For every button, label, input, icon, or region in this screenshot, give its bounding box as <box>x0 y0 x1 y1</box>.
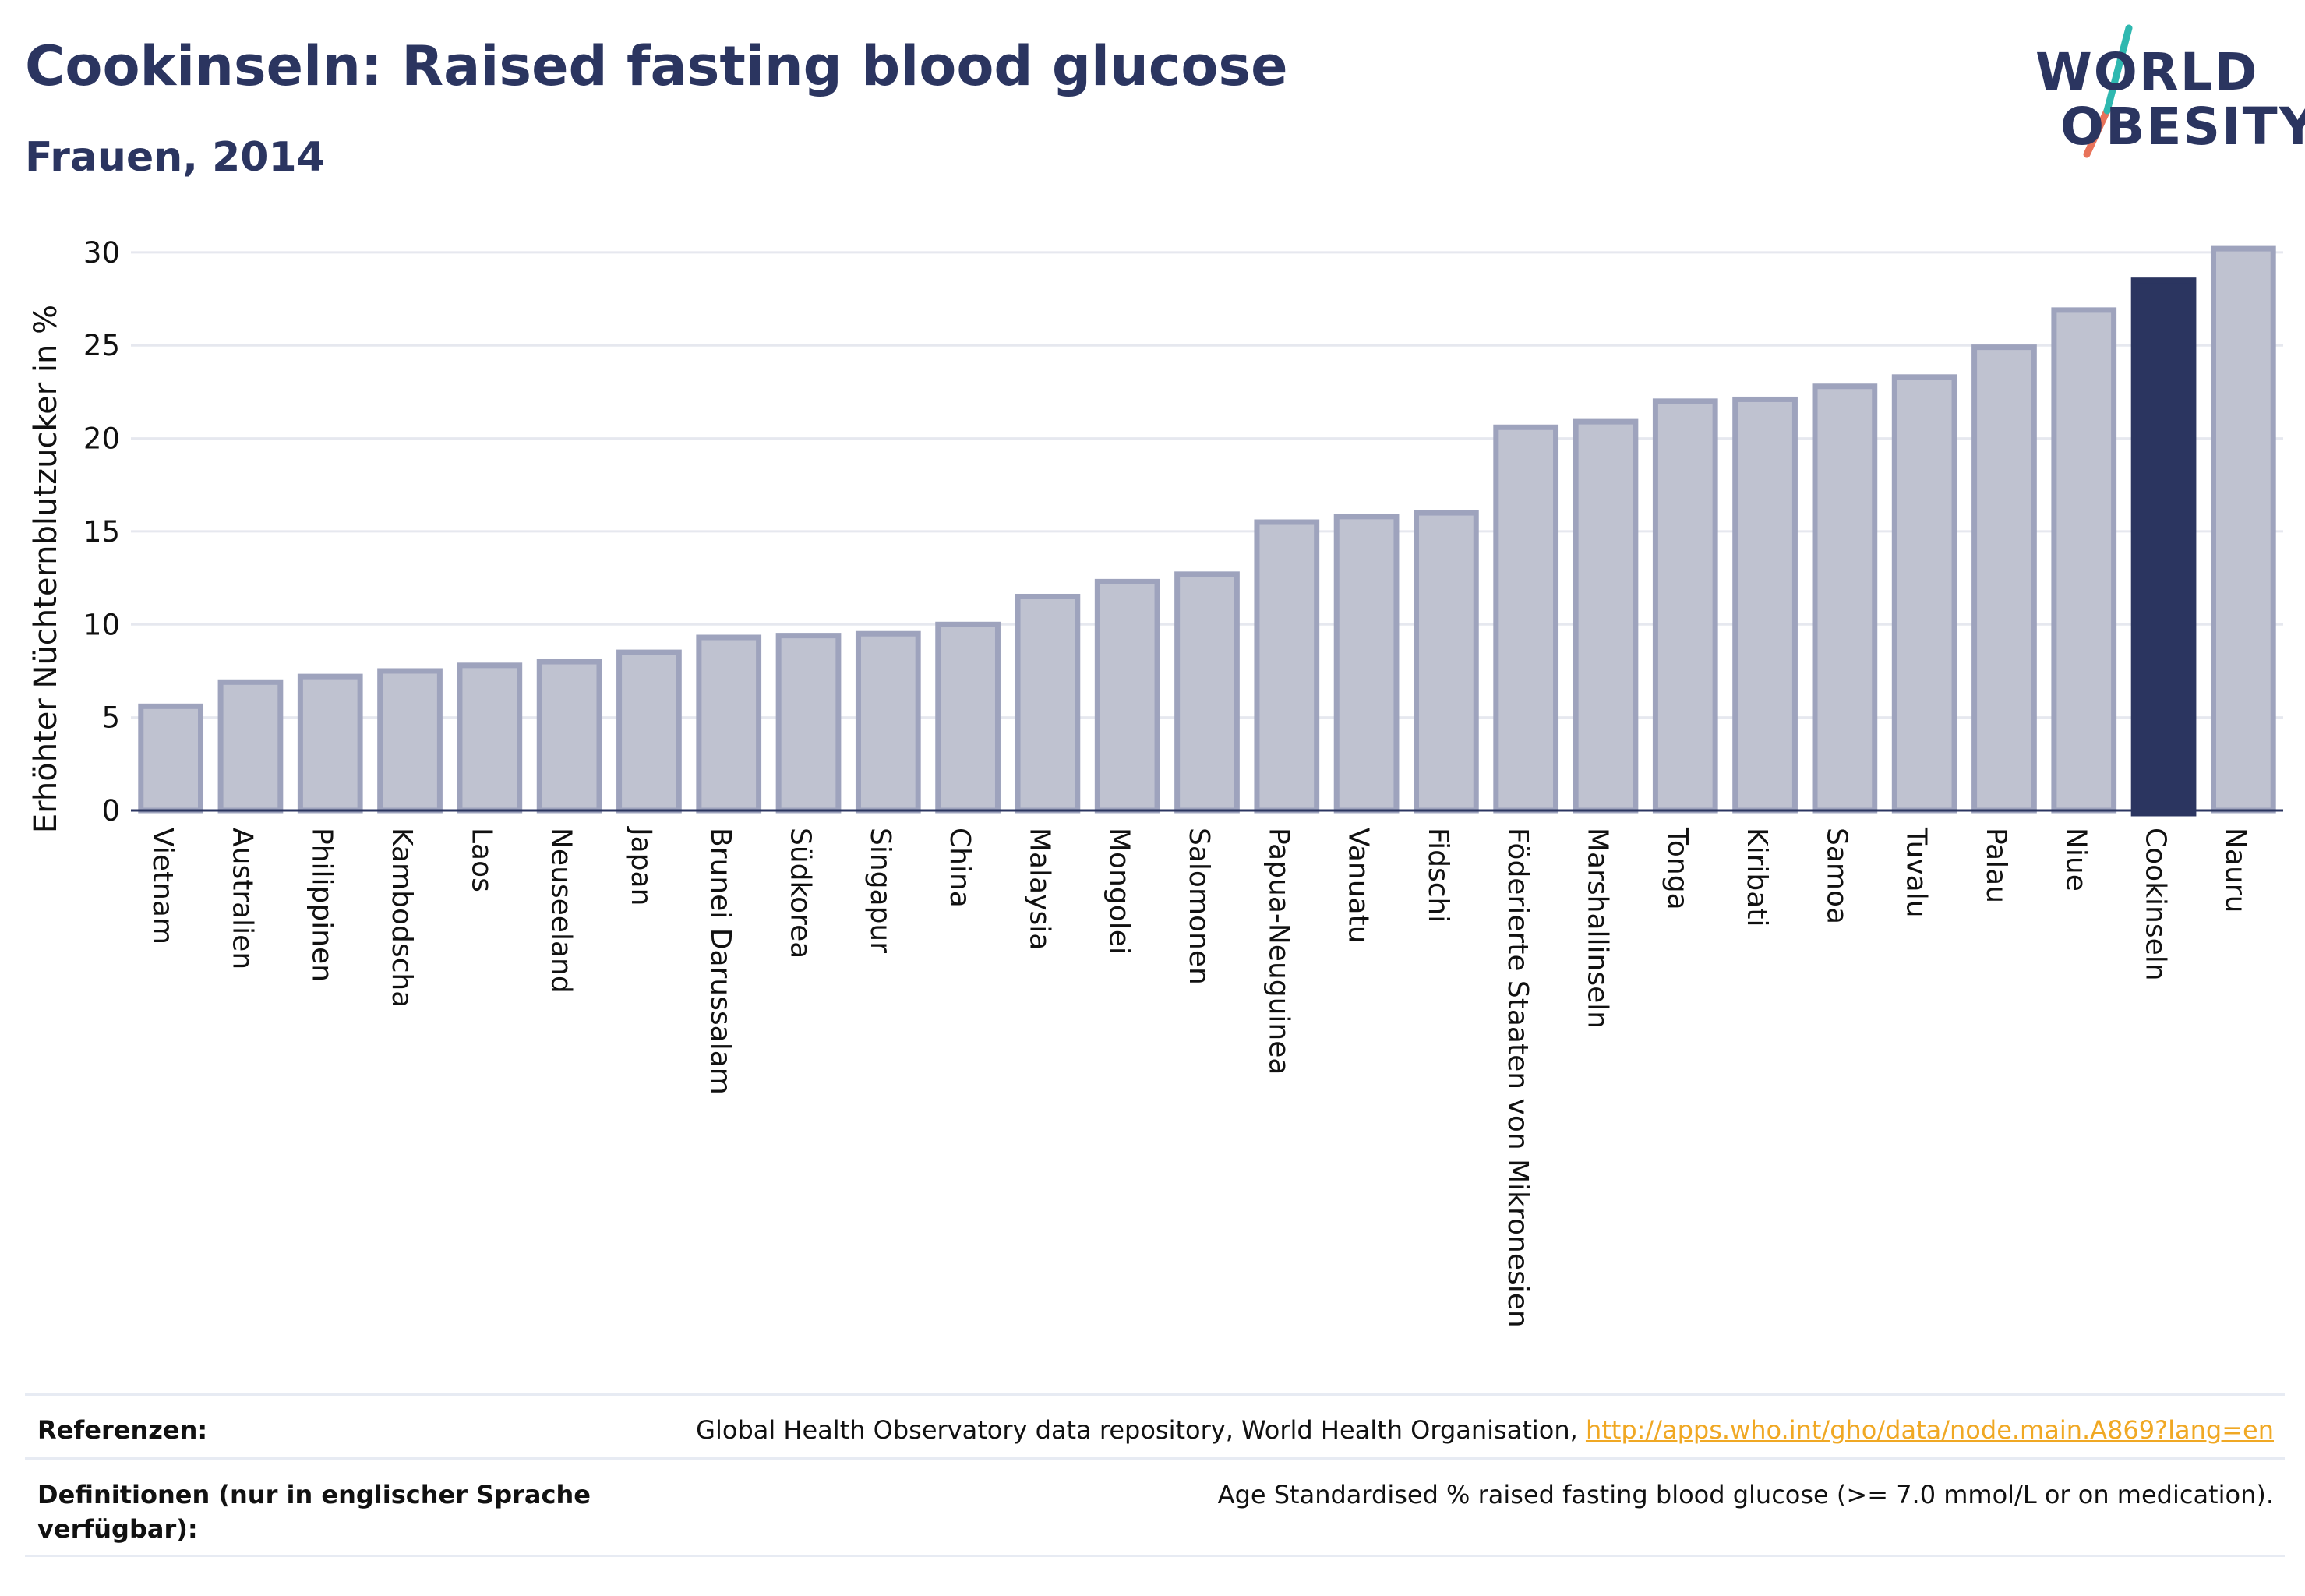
bar-chart: 0 5 10 15 20 25 30 Vietnam Australien Philippine… <box>28 236 2283 1328</box>
y-tick-label: 0 <box>101 794 120 828</box>
x-tick-label: Philippinen <box>306 828 338 982</box>
x-tick-label: Tuvalu <box>1901 827 1933 918</box>
chart-title: Cookinseln: Raised fasting blood glucose <box>25 34 1288 98</box>
bar-samoa <box>1812 383 1878 814</box>
bar-vietnam <box>138 703 204 814</box>
x-tick-label: Föderierte Staaten von Mikronesien <box>1502 828 1534 1328</box>
bar-singapur <box>855 630 921 814</box>
bar-australien <box>217 679 284 814</box>
y-tick-labels: 0 5 10 15 20 25 30 <box>83 236 120 828</box>
x-tick-label: Fidschi <box>1422 828 1454 923</box>
bar-tonga <box>1652 398 1718 814</box>
footer-divider-bottom <box>25 1555 2285 1557</box>
bar-mongolei <box>1094 578 1160 814</box>
bar-salomonen <box>1174 571 1240 814</box>
x-tick-label: China <box>944 828 976 908</box>
bar-kambodscha <box>377 668 443 814</box>
y-tick-label: 20 <box>83 422 120 456</box>
x-tick-label: Vietnam <box>146 828 178 945</box>
bar-neuseeland <box>536 659 602 814</box>
y-axis-label: Erhöhter Nüchternblutzucker in % <box>28 305 64 833</box>
x-tick-label: Laos <box>465 828 497 892</box>
bar-palau <box>1971 344 2037 814</box>
logo-line-2: OBESITY <box>2060 97 2305 157</box>
footer-divider-top <box>25 1393 2285 1396</box>
bar-papua-neuguinea <box>1254 519 1320 814</box>
x-tick-label: Marshallinseln <box>1581 828 1613 1029</box>
y-tick-label: 25 <box>83 329 120 362</box>
x-tick-label: Papua-Neuguinea <box>1262 828 1294 1075</box>
x-tick-label: Niue <box>2060 828 2091 892</box>
x-tick-label: Neuseeland <box>545 828 577 994</box>
bar-malaysia <box>1015 593 1081 814</box>
x-tick-label: Nauru <box>2219 828 2251 913</box>
definitions-value: Age Standardised % raised fasting blood … <box>1217 1480 2274 1509</box>
y-tick-label: 10 <box>83 608 120 641</box>
footer-divider-middle <box>25 1457 2285 1460</box>
bar-china <box>935 621 1001 814</box>
x-tick-label: Palau <box>1980 828 2012 903</box>
bar-brunei-darussalam <box>696 634 762 814</box>
x-tick-label: Tonga <box>1661 827 1693 910</box>
x-tick-label: Brunei Darussalam <box>704 828 736 1095</box>
x-tick-label: Samoa <box>1820 828 1852 924</box>
bar-laos <box>457 662 523 814</box>
y-tick-label: 30 <box>83 236 120 270</box>
bar-fidschi <box>1414 510 1479 814</box>
x-tick-label: Singapur <box>864 828 896 953</box>
references-text: Global Health Observatory data repositor… <box>696 1415 1586 1445</box>
bar-tuvalu <box>1891 374 1957 814</box>
y-tick-label: 5 <box>101 701 120 735</box>
references-link[interactable]: http://apps.who.int/gho/data/node.main.A… <box>1585 1415 2274 1445</box>
x-tick-label: Australien <box>226 828 258 969</box>
bar-japan <box>616 649 682 814</box>
x-tick-label: Mongolei <box>1103 828 1135 955</box>
bar-nauru <box>2210 245 2276 814</box>
world-obesity-logo: WORLD OBESITY <box>2026 23 2305 164</box>
bar-cookinseln <box>2130 277 2197 817</box>
x-tick-label: Salomonen <box>1183 828 1215 985</box>
bar-kiribati <box>1732 396 1798 814</box>
logo-slash-icon <box>2083 24 2133 158</box>
y-tick-label: 15 <box>83 515 120 549</box>
x-tick-label: Südkorea <box>785 828 817 959</box>
x-tick-label: Japan <box>625 826 657 906</box>
references-value: Global Health Observatory data repositor… <box>696 1413 2274 1447</box>
definitions-label: Definitionen (nur in englischer Sprache … <box>37 1480 591 1544</box>
x-tick-label: Kiribati <box>1741 828 1773 927</box>
bar-südkorea <box>775 633 842 814</box>
chart-subtitle: Frauen, 2014 <box>25 134 325 181</box>
x-tick-label: Vanuatu <box>1343 828 1375 944</box>
x-tick-label: Malaysia <box>1023 828 1055 950</box>
references-label: Referenzen: <box>37 1415 208 1445</box>
bar-föderierte-staaten-von-mikronesien <box>1493 424 1559 814</box>
x-tick-labels: Vietnam Australien Philippinen Kambodscha La… <box>146 826 2251 1328</box>
bar-philippinen <box>297 673 363 814</box>
bar-niue <box>2051 307 2117 814</box>
x-tick-label: Kambodscha <box>386 828 418 1008</box>
x-tick-label: Cookinseln <box>2140 828 2172 981</box>
bar-vanuatu <box>1333 514 1400 814</box>
logo-line-1: WORLD <box>2035 42 2259 102</box>
bar-marshallinseln <box>1573 418 1639 814</box>
